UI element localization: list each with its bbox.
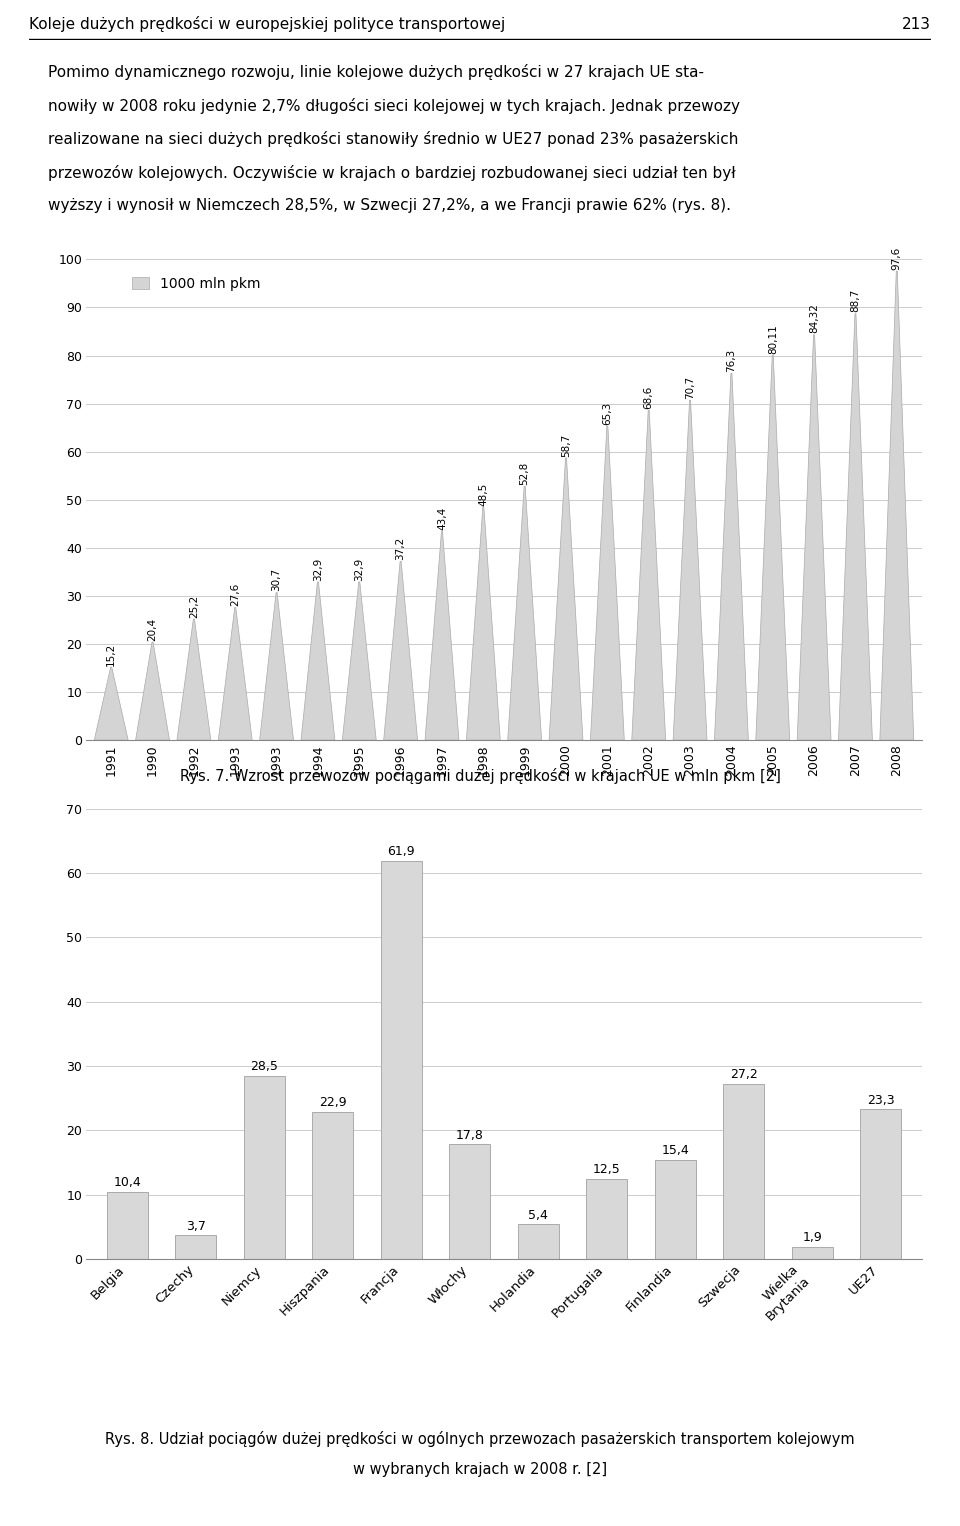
Text: 65,3: 65,3 <box>602 401 612 424</box>
Polygon shape <box>259 592 294 740</box>
Polygon shape <box>508 487 541 740</box>
Polygon shape <box>177 620 211 740</box>
Text: 30,7: 30,7 <box>272 568 281 591</box>
Text: 70,7: 70,7 <box>685 375 695 398</box>
Text: 76,3: 76,3 <box>727 348 736 372</box>
Text: 88,7: 88,7 <box>851 288 860 313</box>
Polygon shape <box>467 507 500 740</box>
Text: przewozów kolejowych. Oczywiście w krajach o bardziej rozbudowanej sieci udział : przewozów kolejowych. Oczywiście w kraja… <box>48 165 735 180</box>
Text: 12,5: 12,5 <box>593 1163 620 1177</box>
Text: realizowane na sieci dużych prędkości stanowiły średnio w UE27 ponad 23% pasażer: realizowane na sieci dużych prędkości st… <box>48 131 738 146</box>
Text: 27,2: 27,2 <box>730 1068 757 1082</box>
Bar <box>655 1160 696 1259</box>
Text: Koleje dużych prędkości w europejskiej polityce transportowej: Koleje dużych prędkości w europejskiej p… <box>29 17 505 32</box>
Text: w wybranych krajach w 2008 r. [2]: w wybranych krajach w 2008 r. [2] <box>353 1462 607 1477</box>
Polygon shape <box>425 531 459 740</box>
Text: Pomimo dynamicznego rozwoju, linie kolejowe dużych prędkości w 27 krajach UE sta: Pomimo dynamicznego rozwoju, linie kolej… <box>48 64 704 79</box>
Polygon shape <box>94 667 128 740</box>
Polygon shape <box>838 314 873 740</box>
Polygon shape <box>673 400 707 740</box>
Text: 10,4: 10,4 <box>113 1177 141 1189</box>
Bar <box>792 1247 832 1259</box>
Polygon shape <box>756 356 790 740</box>
Text: 37,2: 37,2 <box>396 537 406 560</box>
Text: 52,8: 52,8 <box>519 461 530 485</box>
Polygon shape <box>879 272 914 740</box>
Bar <box>381 861 421 1259</box>
Polygon shape <box>797 334 831 740</box>
Text: 213: 213 <box>902 17 931 32</box>
Polygon shape <box>301 581 335 740</box>
Text: Rys. 7. Wzrost przewozów pociągami dużej prędkości w krajach UE w mln pkm [2]: Rys. 7. Wzrost przewozów pociągami dużej… <box>180 768 780 783</box>
Bar <box>176 1235 216 1259</box>
Bar <box>587 1178 627 1259</box>
Text: 25,2: 25,2 <box>189 594 199 618</box>
Text: 17,8: 17,8 <box>456 1129 484 1141</box>
Text: 48,5: 48,5 <box>478 482 489 505</box>
Polygon shape <box>549 458 583 740</box>
Bar <box>517 1224 559 1259</box>
Text: 68,6: 68,6 <box>644 386 654 409</box>
Polygon shape <box>714 374 749 740</box>
Text: 84,32: 84,32 <box>809 304 819 333</box>
Polygon shape <box>135 642 170 740</box>
Text: 20,4: 20,4 <box>148 618 157 641</box>
Bar <box>312 1111 353 1259</box>
Text: 5,4: 5,4 <box>528 1209 548 1222</box>
Text: nowiły w 2008 roku jedynie 2,7% długości sieci kolejowej w tych krajach. Jednak : nowiły w 2008 roku jedynie 2,7% długości… <box>48 98 740 113</box>
Bar <box>449 1144 491 1259</box>
Text: 15,4: 15,4 <box>661 1144 689 1157</box>
Text: 22,9: 22,9 <box>319 1096 347 1109</box>
Text: 32,9: 32,9 <box>354 557 364 580</box>
Text: 27,6: 27,6 <box>230 583 240 606</box>
Polygon shape <box>384 562 418 740</box>
Text: wyższy i wynosił w Niemczech 28,5%, w Szwecji 27,2%, a we Francji prawie 62% (ry: wyższy i wynosił w Niemczech 28,5%, w Sz… <box>48 198 731 214</box>
Polygon shape <box>590 426 624 740</box>
Polygon shape <box>343 581 376 740</box>
Bar <box>723 1083 764 1259</box>
Bar <box>860 1109 901 1259</box>
Polygon shape <box>632 410 665 740</box>
Text: 3,7: 3,7 <box>186 1219 205 1233</box>
Text: 15,2: 15,2 <box>107 642 116 665</box>
Text: 23,3: 23,3 <box>867 1094 895 1106</box>
Text: 58,7: 58,7 <box>561 433 571 456</box>
Legend: 1000 mln pkm: 1000 mln pkm <box>127 272 266 296</box>
Text: 28,5: 28,5 <box>251 1061 278 1073</box>
Text: Rys. 8. Udział pociągów dużej prędkości w ogólnych przewozach pasażerskich trans: Rys. 8. Udział pociągów dużej prędkości … <box>106 1431 854 1447</box>
Text: 43,4: 43,4 <box>437 507 447 530</box>
Polygon shape <box>218 607 252 740</box>
Text: 80,11: 80,11 <box>768 324 778 354</box>
Bar <box>244 1076 285 1259</box>
Text: 97,6: 97,6 <box>892 246 901 270</box>
Text: 32,9: 32,9 <box>313 557 323 580</box>
Bar <box>107 1192 148 1259</box>
Text: 1,9: 1,9 <box>803 1231 822 1244</box>
Text: 61,9: 61,9 <box>388 845 415 858</box>
